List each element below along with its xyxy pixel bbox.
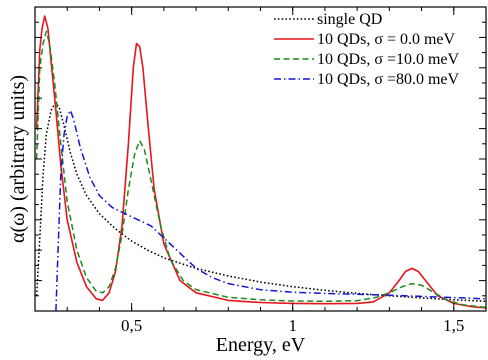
series-line-3: [55, 109, 487, 312]
x-tick-label: 1: [288, 316, 297, 335]
legend-label: single QD: [317, 11, 382, 28]
legend-label: 10 QDs, σ =10.0 meV: [317, 51, 460, 68]
legend-label: 10 QDs, σ =80.0 meV: [317, 71, 460, 88]
series-line-1: [35, 15, 487, 309]
y-axis-title: α(ω) (arbitrary units): [7, 75, 29, 243]
x-tick-label: 1,5: [443, 316, 464, 335]
x-tick-label: 0,5: [121, 316, 142, 335]
legend-label: 10 QDs, σ = 0.0 meV: [317, 31, 456, 48]
ticks-layer: 0,5 1 1,5: [34, 6, 487, 335]
x-axis-title: Energy, eV: [216, 334, 306, 356]
legend: single QD 10 QDs, σ = 0.0 meV 10 QDs, σ =1…: [274, 11, 460, 88]
series-layer: [35, 15, 487, 312]
series-line-0: [35, 102, 487, 303]
series-line-2: [35, 30, 487, 309]
